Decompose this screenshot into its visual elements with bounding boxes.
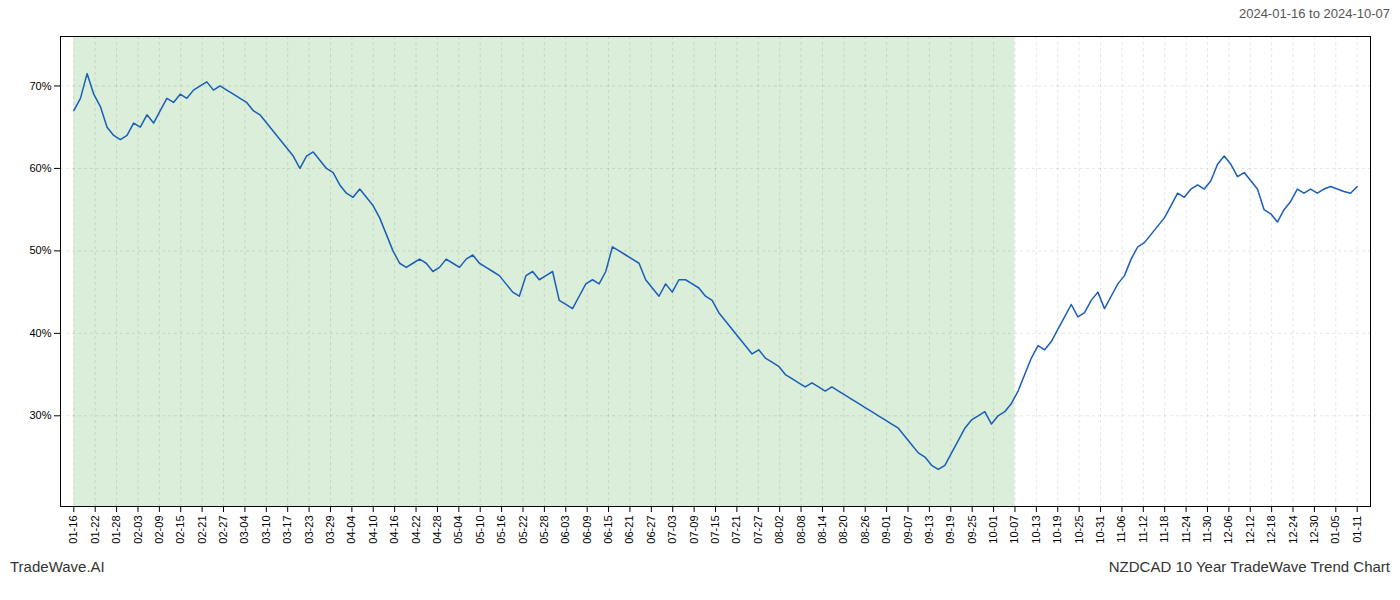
svg-text:04-10: 04-10	[367, 516, 379, 544]
svg-text:10-07: 10-07	[1008, 516, 1020, 544]
svg-text:03-10: 03-10	[260, 516, 272, 544]
svg-text:03-04: 03-04	[238, 516, 250, 544]
svg-text:02-27: 02-27	[217, 516, 229, 544]
svg-text:09-07: 09-07	[902, 516, 914, 544]
svg-text:10-13: 10-13	[1030, 516, 1042, 544]
svg-text:05-16: 05-16	[495, 516, 507, 544]
svg-text:01-22: 01-22	[89, 516, 101, 544]
svg-text:09-25: 09-25	[966, 516, 978, 544]
svg-text:60%: 60%	[29, 162, 51, 174]
html-text:TradeWave.AI: TradeWave.AI	[10, 558, 105, 575]
svg-text:03-17: 03-17	[281, 516, 293, 544]
html-text:NZDCAD 10 Year TradeWave Trend: NZDCAD 10 Year TradeWave Trend Chart	[1108, 558, 1390, 575]
svg-text:03-23: 03-23	[303, 516, 315, 544]
svg-text:06-09: 06-09	[581, 516, 593, 544]
svg-text:07-21: 07-21	[730, 516, 742, 544]
svg-text:10-19: 10-19	[1051, 516, 1063, 544]
svg-text:01-28: 01-28	[110, 516, 122, 544]
svg-text:09-19: 09-19	[944, 516, 956, 544]
svg-text:04-22: 04-22	[410, 516, 422, 544]
svg-text:12-18: 12-18	[1265, 516, 1277, 544]
svg-text:01-16: 01-16	[67, 516, 79, 544]
svg-text:50%: 50%	[29, 244, 51, 256]
svg-text:10-25: 10-25	[1073, 516, 1085, 544]
svg-text:11-24: 11-24	[1180, 516, 1192, 543]
svg-text:04-16: 04-16	[388, 516, 400, 544]
svg-text:11-12: 11-12	[1137, 516, 1149, 543]
svg-text:07-15: 07-15	[709, 516, 721, 544]
svg-text:02-15: 02-15	[174, 516, 186, 544]
svg-text:07-27: 07-27	[752, 516, 764, 544]
svg-text:10-01: 10-01	[987, 516, 999, 544]
svg-text:11-18: 11-18	[1158, 516, 1170, 543]
svg-text:06-15: 06-15	[602, 516, 614, 544]
svg-text:05-22: 05-22	[517, 516, 529, 544]
svg-text:06-21: 06-21	[623, 516, 635, 544]
svg-text:03-29: 03-29	[324, 516, 336, 544]
svg-text:09-01: 09-01	[880, 516, 892, 544]
svg-text:05-04: 05-04	[452, 516, 464, 544]
svg-text:05-10: 05-10	[474, 516, 486, 544]
svg-text:04-28: 04-28	[431, 516, 443, 544]
svg-text:70%: 70%	[29, 79, 51, 91]
svg-text:08-08: 08-08	[795, 516, 807, 544]
svg-text:08-26: 08-26	[859, 516, 871, 544]
svg-text:02-03: 02-03	[131, 516, 143, 544]
svg-text:12-24: 12-24	[1287, 516, 1299, 544]
svg-text:12-12: 12-12	[1244, 516, 1256, 544]
svg-text:02-21: 02-21	[196, 516, 208, 544]
svg-text:04-04: 04-04	[345, 516, 357, 544]
svg-text:08-14: 08-14	[816, 516, 828, 544]
svg-text:01-11: 01-11	[1351, 516, 1363, 543]
svg-text:02-09: 02-09	[153, 516, 165, 544]
svg-text:40%: 40%	[29, 327, 51, 339]
svg-text:11-06: 11-06	[1115, 516, 1127, 543]
svg-text:07-03: 07-03	[666, 516, 678, 544]
svg-text:09-13: 09-13	[923, 516, 935, 544]
svg-text:06-27: 06-27	[645, 516, 657, 544]
svg-text:10-31: 10-31	[1094, 516, 1106, 544]
svg-text:08-02: 08-02	[773, 516, 785, 544]
svg-text:01-05: 01-05	[1329, 516, 1341, 544]
svg-text:11-30: 11-30	[1201, 516, 1213, 543]
svg-text:06-03: 06-03	[559, 516, 571, 544]
html-text:2024-01-16 to 2024-10-07: 2024-01-16 to 2024-10-07	[1238, 6, 1390, 21]
svg-text:30%: 30%	[29, 409, 51, 421]
svg-text:12-06: 12-06	[1222, 516, 1234, 544]
svg-text:05-28: 05-28	[538, 516, 550, 544]
svg-text:08-20: 08-20	[837, 516, 849, 544]
svg-text:07-09: 07-09	[688, 516, 700, 544]
svg-text:12-30: 12-30	[1308, 516, 1320, 544]
